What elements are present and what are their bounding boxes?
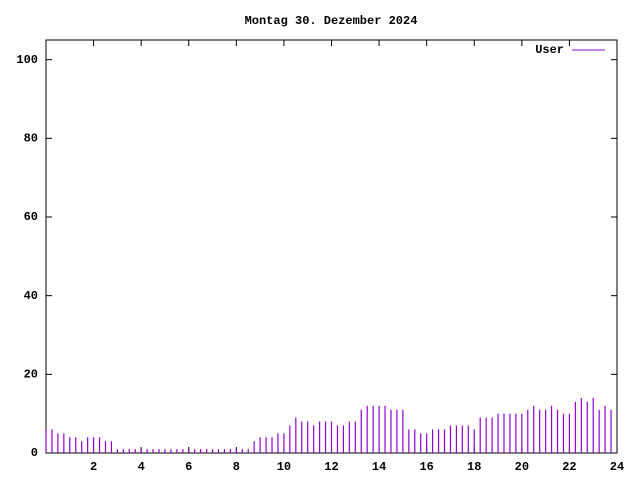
x-tick-label: 8	[233, 460, 240, 474]
y-tick-label: 40	[24, 289, 38, 303]
x-tick-label: 10	[277, 460, 291, 474]
x-tick-label: 12	[324, 460, 338, 474]
x-tick-label: 22	[562, 460, 576, 474]
x-tick-label: 16	[419, 460, 433, 474]
y-tick-label: 20	[24, 368, 38, 382]
x-tick-label: 20	[515, 460, 529, 474]
x-tick-label: 24	[610, 460, 624, 474]
y-tick-label: 0	[31, 446, 38, 460]
chart-title: Montag 30. Dezember 2024	[245, 14, 418, 28]
x-tick-label: 2	[90, 460, 97, 474]
plot-border	[45, 39, 618, 454]
y-tick-label: 80	[24, 132, 38, 146]
y-tick-label: 100	[16, 53, 38, 67]
y-tick-label: 60	[24, 210, 38, 224]
x-tick-label: 18	[467, 460, 481, 474]
x-tick-label: 4	[138, 460, 145, 474]
x-tick-label: 6	[185, 460, 192, 474]
x-tick-label: 14	[372, 460, 386, 474]
legend-label: User	[535, 43, 564, 57]
